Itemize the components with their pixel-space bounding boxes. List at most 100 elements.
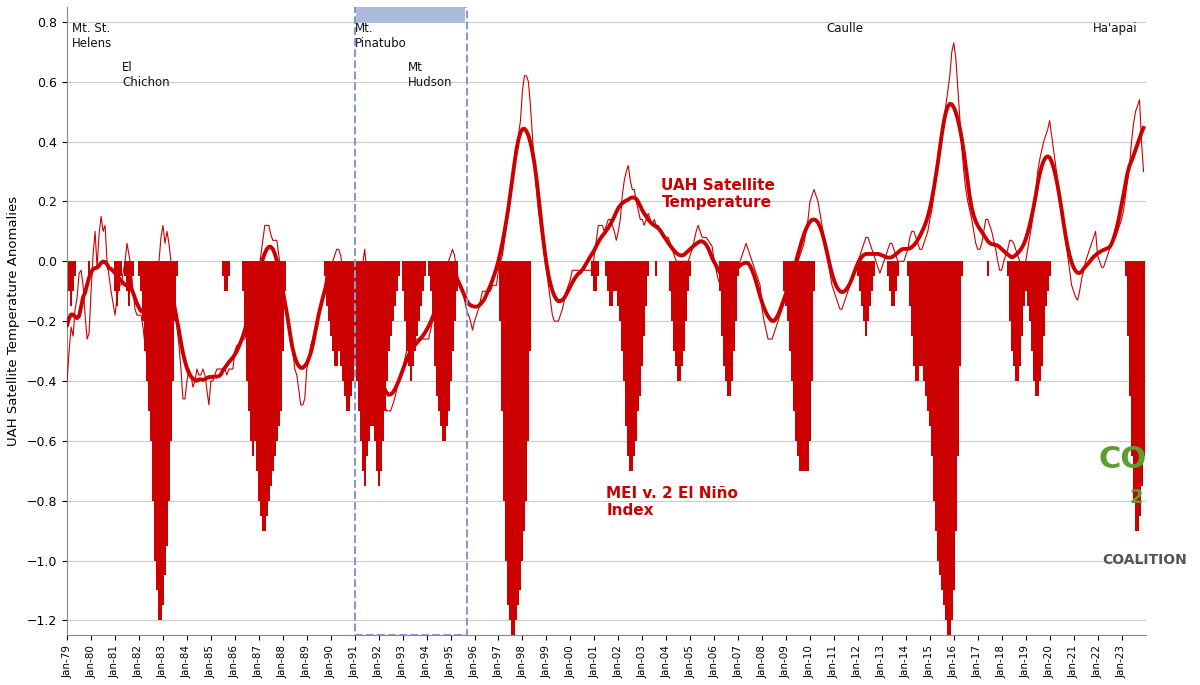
Bar [872, 261, 875, 276]
Bar [176, 261, 178, 276]
Bar [433, 261, 436, 366]
Bar [150, 261, 152, 441]
Bar [724, 261, 725, 366]
Bar [1133, 261, 1134, 501]
Bar [356, 7, 464, 23]
Bar [796, 261, 797, 441]
Bar [325, 261, 328, 306]
Bar [402, 261, 403, 291]
Bar [160, 261, 162, 621]
Text: UAH Satellite
Temperature: UAH Satellite Temperature [661, 177, 775, 210]
Bar [1031, 261, 1033, 351]
Bar [439, 261, 442, 426]
Bar [424, 261, 426, 276]
Bar [955, 261, 956, 531]
Bar [793, 261, 796, 411]
Bar [913, 261, 914, 366]
Bar [617, 261, 619, 306]
Bar [1046, 261, 1049, 291]
Bar [631, 261, 634, 471]
Bar [863, 261, 865, 321]
Bar [346, 261, 348, 411]
Bar [379, 261, 382, 471]
Bar [866, 261, 869, 321]
Bar [394, 261, 396, 306]
Bar [914, 261, 917, 381]
Bar [1009, 261, 1010, 321]
Bar [270, 261, 272, 486]
Bar [168, 261, 170, 501]
Bar [943, 261, 944, 606]
Bar [719, 261, 721, 291]
Bar [355, 7, 467, 635]
Bar [523, 261, 526, 531]
Bar [120, 261, 122, 276]
Bar [128, 261, 130, 306]
Bar [641, 261, 643, 366]
Bar [646, 261, 647, 306]
Bar [156, 261, 158, 590]
Bar [859, 261, 860, 291]
Bar [727, 261, 730, 396]
Bar [114, 261, 116, 291]
Bar [372, 261, 373, 426]
Bar [74, 261, 76, 276]
Bar [896, 261, 899, 276]
Bar [629, 261, 631, 471]
Bar [88, 261, 90, 276]
Bar [1127, 261, 1128, 336]
Bar [938, 261, 941, 575]
Bar [811, 261, 814, 381]
Bar [677, 261, 679, 381]
Bar [343, 261, 346, 396]
Bar [808, 261, 809, 471]
Bar [890, 261, 893, 306]
Bar [790, 261, 791, 351]
Bar [1045, 261, 1046, 306]
Bar [324, 261, 325, 276]
Bar [514, 261, 516, 635]
Bar [643, 261, 646, 336]
Bar [276, 261, 277, 441]
Bar [1134, 261, 1136, 531]
Bar [592, 261, 593, 276]
Bar [432, 261, 433, 321]
Bar [266, 261, 268, 516]
Bar [683, 261, 685, 351]
Bar [361, 261, 364, 471]
Bar [814, 261, 815, 291]
Bar [685, 261, 688, 321]
Bar [959, 261, 961, 366]
Bar [415, 261, 418, 336]
Bar [148, 261, 150, 411]
Bar [68, 261, 70, 291]
Bar [427, 261, 430, 276]
Bar [655, 261, 658, 276]
Text: Mt
Hudson: Mt Hudson [408, 61, 452, 89]
Bar [272, 261, 274, 471]
Bar [328, 261, 330, 321]
Bar [1021, 261, 1022, 336]
Bar [1142, 261, 1145, 456]
Bar [451, 261, 454, 351]
Bar [366, 261, 367, 456]
Bar [917, 261, 919, 381]
Bar [932, 261, 935, 501]
Bar [358, 261, 360, 411]
Bar [331, 261, 334, 351]
Bar [158, 261, 160, 621]
Bar [342, 261, 343, 381]
Bar [736, 261, 737, 321]
Bar [1140, 261, 1142, 486]
Bar [406, 261, 408, 351]
Bar [688, 261, 689, 291]
Bar [274, 261, 276, 456]
Bar [809, 261, 811, 441]
Bar [391, 261, 394, 321]
Bar [908, 261, 911, 306]
Bar [436, 261, 438, 396]
Bar [354, 261, 355, 366]
Bar [418, 261, 420, 321]
Bar [907, 261, 908, 276]
Bar [607, 261, 610, 291]
